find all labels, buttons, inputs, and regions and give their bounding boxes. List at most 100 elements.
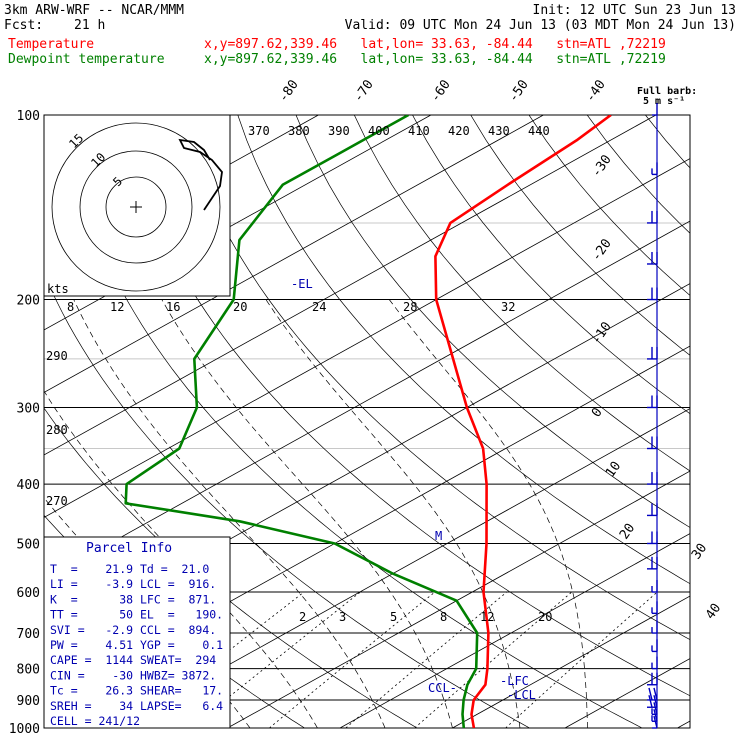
wind-barb: [647, 695, 658, 708]
wind-barb: [647, 503, 658, 517]
temperature-legend-info: x,y=897.62,339.46 lat,lon= 33.63, -84.44…: [204, 37, 666, 52]
parcel-info-row: CIN = -30 HWBZ= 3872.: [50, 668, 216, 682]
pressure-tick-label: 500: [17, 537, 40, 552]
isotherm-line: [44, 115, 657, 456]
hodograph-ring: [79, 150, 193, 264]
theta-label: 430: [488, 124, 510, 138]
wind-barb: [651, 621, 658, 634]
wind-barb-flag: [653, 687, 658, 701]
parcel-info-row: PW = 4.51 YGP = 0.1: [50, 638, 223, 652]
isotherm-line: [114, 408, 690, 728]
mixing-ratio-label: 12: [480, 610, 494, 624]
dry-adiabat-line: [120, 115, 690, 697]
theta-label: 380: [288, 124, 310, 138]
isotherm-right-label: -30: [589, 152, 615, 180]
moist-adiabat-line: [388, 299, 588, 728]
wind-barb: [651, 656, 658, 670]
isotherm-line: [44, 115, 544, 393]
mixing-ratio-line: [269, 591, 436, 728]
parcel-info-row: TT = 50 EL = 190.: [50, 608, 223, 622]
isotherm-right-label: 20: [617, 521, 638, 542]
moist-adiabat-line: [265, 299, 521, 728]
isotherm-right-label: -10: [589, 319, 615, 347]
theta-label: 420: [448, 124, 470, 138]
wind-barb-flag: [653, 715, 658, 729]
hodograph-trace: [178, 138, 223, 211]
parcel-info-row: CELL = 241/12: [50, 714, 140, 728]
dry-adiabat-line: [295, 115, 690, 528]
parcel-info-row: SREH = 34 LAPSE= 6.4: [50, 699, 223, 713]
theta-label: 410: [408, 124, 430, 138]
dewpoint-legend-info: x,y=897.62,339.46 lat,lon= 33.63, -84.44…: [204, 52, 666, 67]
forecast-label: Fcst:: [4, 18, 44, 33]
dry-adiabat-line: [645, 115, 690, 169]
parcel-info-row: T = 21.9 Td = 21.0: [50, 562, 209, 576]
dry-adiabat-line: [353, 115, 690, 472]
parcel-info-row: CAPE = 1144 SWEAT= 294: [50, 653, 216, 667]
sounding-annotation: -LFC: [500, 674, 529, 688]
hodograph-units-label: kts: [47, 282, 69, 296]
parcel-info-title: Parcel Info: [86, 541, 172, 556]
temperature-legend-label: Temperature: [8, 37, 95, 52]
wind-barb: [651, 162, 658, 176]
pressure-tick-label: 900: [17, 694, 40, 709]
isotherm-top-label: -80: [276, 77, 302, 105]
hodograph-speed-tick: 16: [166, 300, 180, 314]
mixing-ratio-label: 20: [538, 610, 552, 624]
moist-adiabat-line: [73, 299, 386, 728]
pressure-tick-label: 800: [17, 663, 40, 678]
pressure-tick-label: 300: [17, 401, 40, 416]
isotherm-line: [44, 115, 432, 331]
dry-adiabat-line: [586, 115, 690, 234]
isotherm-right-label: 30: [689, 541, 710, 562]
wind-barb-flag: [648, 695, 653, 708]
dewpoint-legend-label: Dewpoint temperature: [8, 52, 165, 67]
barb-legend-value: 5 m s⁻¹: [643, 96, 685, 107]
wind-barb: [647, 287, 658, 301]
wind-barb: [647, 672, 658, 686]
dry-adiabat-line: [44, 272, 530, 728]
wind-barb: [651, 639, 658, 653]
wind-barb: [647, 395, 658, 409]
parcel-info-row: K = 38 LFC = 871.: [50, 592, 216, 606]
wind-barb: [647, 531, 658, 545]
isotherm-top-label: -40: [583, 77, 609, 105]
isotherm-right-label: 10: [603, 459, 624, 480]
side-theta-label: 280: [46, 423, 68, 437]
wind-barb: [651, 580, 658, 593]
wind-barb: [651, 709, 658, 722]
pressure-tick-label: 1000: [9, 722, 40, 737]
parcel-info-row: SVI = -2.9 CCL = 894.: [50, 623, 216, 637]
isotherm-right-label: -20: [589, 236, 615, 264]
isotherm-line: [677, 720, 690, 728]
hodograph-speed-tick: 32: [501, 300, 515, 314]
mixing-ratio-line: [414, 591, 573, 728]
skewt-grid: [44, 115, 690, 728]
isotherm-line: [44, 220, 690, 581]
dewpoint-profile: [124, 115, 479, 728]
mixing-ratio-label: 2: [299, 610, 306, 624]
side-theta-label: 290: [46, 349, 68, 363]
wind-barb: [651, 702, 658, 716]
wind-barb-flag: [653, 702, 658, 715]
hodograph-ring: [51, 122, 221, 292]
wind-barb: [647, 346, 658, 360]
plot-frame: [43, 114, 691, 729]
sounding-annotation: -EL: [291, 277, 313, 291]
hodograph-speed-tick: 20: [233, 300, 247, 314]
isotherm-line: [564, 658, 690, 728]
barb-legend-title: Full barb:: [637, 86, 697, 97]
theta-label: 400: [368, 124, 390, 138]
hodograph-speed-tick: 28: [403, 300, 417, 314]
dry-adiabat-line: [237, 115, 690, 585]
wind-barb-flag: [653, 695, 658, 708]
mixing-ratio-label: 8: [440, 610, 447, 624]
isotherm-line: [44, 158, 690, 518]
pressure-tick-label: 700: [17, 627, 40, 642]
side-theta-label: 270: [46, 494, 68, 508]
parcel-info-box: Parcel Info T = 21.9 Td = 21.0LI = -3.9 L…: [43, 536, 231, 729]
wind-barb: [647, 436, 658, 450]
model-title: 3km ARW-WRF -- NCAR/MMM: [4, 3, 185, 18]
